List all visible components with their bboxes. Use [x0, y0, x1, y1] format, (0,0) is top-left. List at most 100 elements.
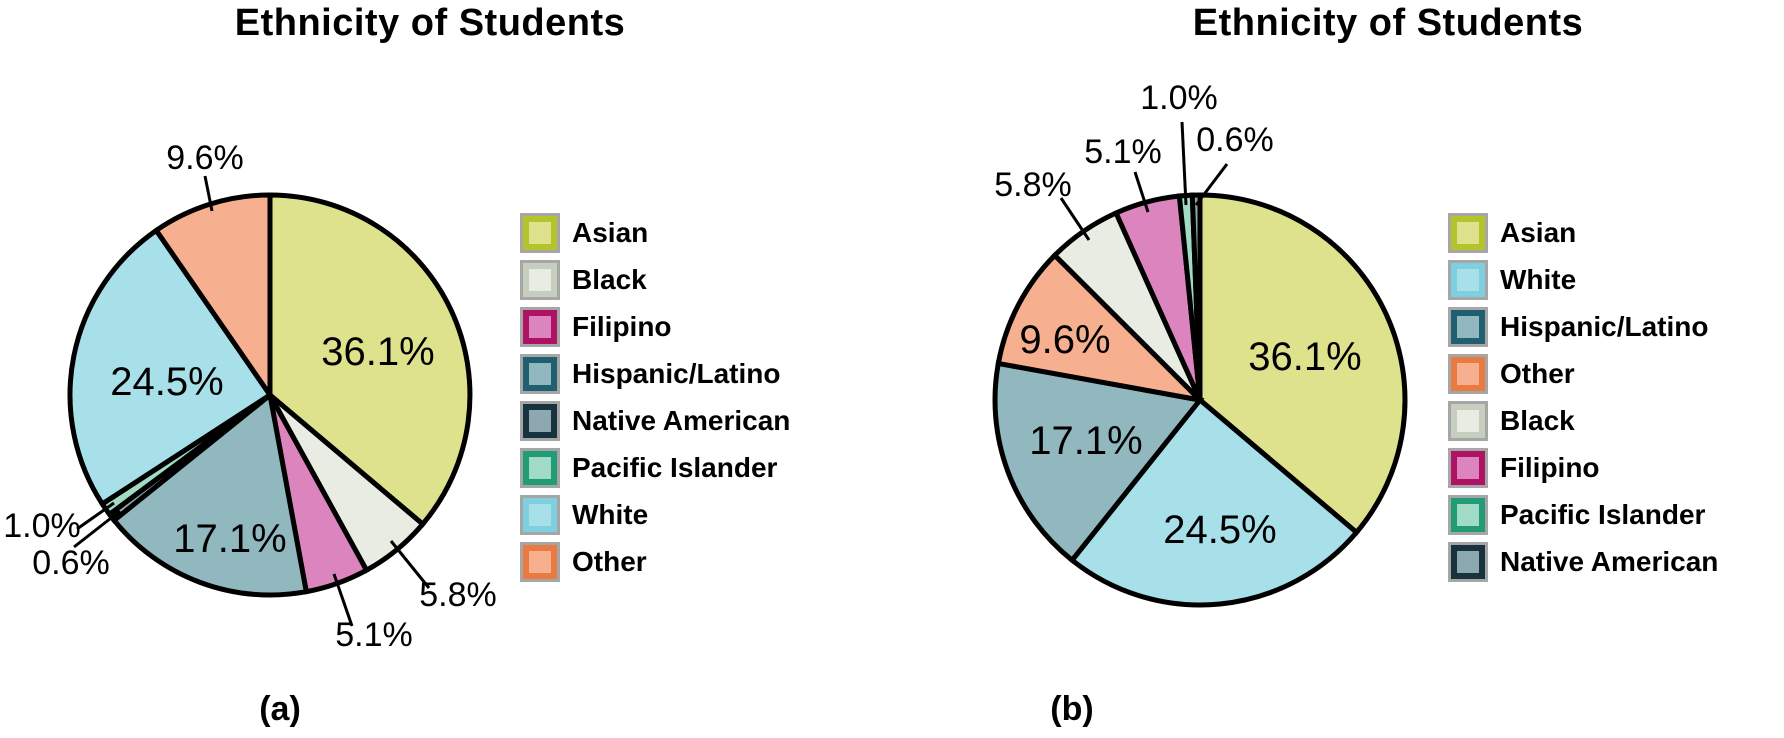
legend-swatch-fill — [1451, 545, 1485, 579]
slice-label-other: 9.6% — [1019, 318, 1110, 362]
legend-swatch-filipino — [520, 307, 560, 347]
pie-slice-other — [995, 251, 1208, 404]
slice-label-black: 5.8% — [994, 166, 1072, 204]
slice-label-pacific-islander: 1.0% — [3, 507, 81, 545]
legend-item-asian: Asian — [1448, 213, 1718, 253]
chart-b-title: Ethnicity of Students — [1192, 2, 1584, 44]
legend-swatch-fill — [1451, 357, 1485, 391]
slice-label-pacific-islander: 1.0% — [1140, 79, 1218, 117]
legend-swatch-other — [520, 542, 560, 582]
legend-swatch-hispanic-latino — [520, 354, 560, 394]
legend-label-white: White — [1500, 264, 1577, 295]
legend-swatch-white — [1448, 260, 1488, 300]
legend-swatch-asian — [1448, 213, 1488, 253]
leader-line-pacific-islander — [76, 501, 115, 531]
legend-swatch-filipino — [1448, 448, 1488, 488]
pie-slice-hispanic-latino — [992, 360, 1205, 564]
legend-swatch-hispanic-latino — [1448, 307, 1488, 347]
slice-label-native-american: 0.6% — [32, 544, 110, 582]
legend-item-black: Black — [1448, 401, 1718, 441]
slice-label-filipino: 5.1% — [1084, 133, 1162, 171]
chart-b-caption: (b) — [1050, 690, 1094, 728]
leader-line-black — [1059, 197, 1091, 241]
legend-label-black: Black — [1500, 405, 1575, 436]
leader-line-pacific-islander — [1180, 121, 1188, 206]
legend-item-filipino: Filipino — [1448, 448, 1718, 488]
legend-swatch-pacific-islander — [520, 448, 560, 488]
legend-label-pacific-islander: Pacific Islander — [1500, 499, 1706, 530]
legend-swatch-fill — [523, 357, 557, 391]
leader-line-black — [389, 540, 431, 589]
legend-swatch-native-american — [1448, 542, 1488, 582]
pie-chart-b: 36.1% 24.5% 17.1% 9.6% 5.8% 5.1% 1.0% 0.6% — [992, 79, 1408, 608]
legend-swatch-pacific-islander — [1448, 495, 1488, 535]
legend-item-other: Other — [1448, 354, 1718, 394]
pie-slice-native-american — [1189, 192, 1203, 401]
legend-swatch-black — [520, 260, 560, 300]
pie-slice-hispanic-latino — [110, 390, 310, 598]
leader-line-other — [203, 175, 214, 212]
slice-label-asian: 36.1% — [1248, 335, 1361, 379]
legend-item-hispanic-latino: Hispanic/Latino — [520, 354, 790, 394]
legend-label-other: Other — [1500, 358, 1575, 389]
legend-label-hispanic-latino: Hispanic/Latino — [572, 358, 781, 389]
pie-slice-white — [67, 226, 274, 508]
legend-label-black: Black — [572, 264, 647, 295]
legend-item-white: White — [520, 495, 790, 535]
legend-swatch-fill — [1451, 404, 1485, 438]
legend-item-other: Other — [520, 542, 790, 582]
legend-swatch-fill — [523, 404, 557, 438]
legend-item-native-american: Native American — [1448, 542, 1718, 582]
slice-label-other: 9.6% — [166, 139, 244, 177]
legend-swatch-other — [1448, 354, 1488, 394]
legend-swatch-fill — [523, 451, 557, 485]
legend-swatch-fill — [523, 216, 557, 250]
legend-label-native-american: Native American — [1500, 546, 1719, 577]
chart-a-caption: (a) — [259, 690, 301, 728]
legend-label-filipino: Filipino — [1500, 452, 1600, 483]
slice-label-asian: 36.1% — [321, 330, 434, 374]
pie-chart-a: 36.1% 5.8%5.1% 17.1% 0.6%1.0% 24.5% 9.6% — [3, 139, 497, 654]
legend-item-pacific-islander: Pacific Islander — [1448, 495, 1718, 535]
legend-label-native-american: Native American — [572, 405, 791, 436]
legend-swatch-fill — [523, 498, 557, 532]
legend-item-black: Black — [520, 260, 790, 300]
legend-item-white: White — [1448, 260, 1718, 300]
legend-swatch-fill — [1451, 498, 1485, 532]
slice-label-white: 24.5% — [110, 360, 223, 404]
leader-line-native-american — [73, 509, 121, 549]
slice-label-native-american: 0.6% — [1196, 121, 1274, 159]
legend-swatch-fill — [1451, 451, 1485, 485]
leader-line-filipino — [1133, 171, 1150, 213]
legend-swatch-fill — [1451, 310, 1485, 344]
legend-b: Asian White Hispanic/Latino Other Black Filip… — [1448, 213, 1718, 589]
legend-item-pacific-islander: Pacific Islander — [520, 448, 790, 488]
leader-line-filipino — [332, 573, 354, 627]
leader-line-native-american — [1194, 163, 1229, 206]
legend-label-asian: Asian — [572, 217, 649, 248]
pie-slice-asian — [1197, 192, 1408, 536]
legend-swatch-asian — [520, 213, 560, 253]
slice-label-filipino: 5.1% — [335, 616, 413, 654]
legend-item-native-american: Native American — [520, 401, 790, 441]
legend-swatch-fill — [523, 263, 557, 297]
legend-swatch-white — [520, 495, 560, 535]
legend-swatch-black — [1448, 401, 1488, 441]
chart-a-title: Ethnicity of Students — [234, 2, 626, 44]
legend-label-asian: Asian — [1500, 217, 1577, 248]
legend-item-filipino: Filipino — [520, 307, 790, 347]
legend-label-white: White — [572, 499, 649, 530]
legend-label-other: Other — [572, 546, 647, 577]
slice-label-black: 5.8% — [419, 576, 497, 614]
pie-slice-asian — [267, 192, 473, 528]
legend-swatch-native-american — [520, 401, 560, 441]
slice-label-hispanic-latino: 17.1% — [173, 517, 286, 561]
pie-slice-white — [1068, 396, 1361, 608]
legend-a: Asian Black Filipino Hispanic/Latino Native … — [520, 213, 790, 589]
slice-label-hispanic-latino: 17.1% — [1029, 419, 1142, 463]
slice-label-white: 24.5% — [1163, 508, 1276, 552]
legend-swatch-fill — [1451, 263, 1485, 297]
legend-item-asian: Asian — [520, 213, 790, 253]
legend-label-pacific-islander: Pacific Islander — [572, 452, 778, 483]
